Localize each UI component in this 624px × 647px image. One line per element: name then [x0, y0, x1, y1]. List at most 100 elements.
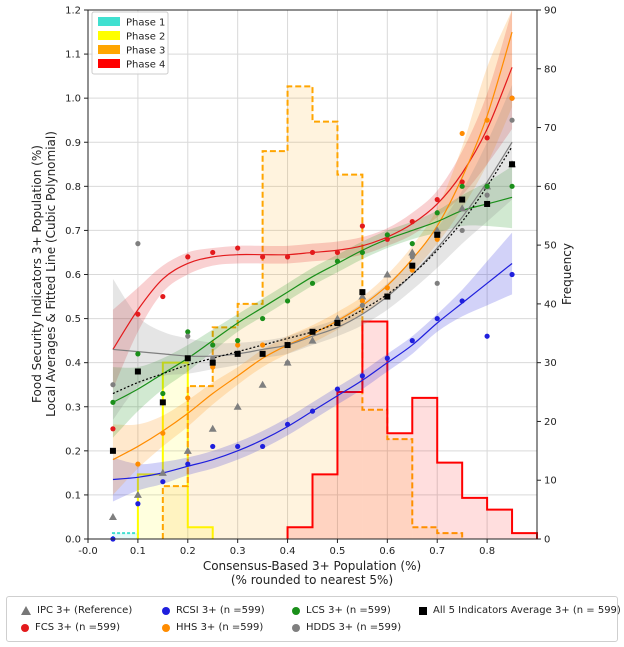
y-tick-label: 0.8: [65, 182, 81, 193]
data-point: [484, 183, 490, 189]
data-point: [260, 315, 266, 322]
legend-item-hdds: HDDS 3+ (n =599): [292, 622, 401, 633]
histogram-bar: [412, 527, 438, 539]
y2-tick-label: 60: [544, 182, 557, 193]
data-point: [384, 232, 390, 238]
y-tick-label: 1.2: [65, 6, 81, 17]
x-tick-label: 0.3: [230, 546, 246, 557]
data-point: [409, 338, 415, 344]
data-point: [284, 360, 291, 366]
data-point-triangle: [358, 292, 367, 300]
data-point-triangle: [158, 468, 167, 476]
data-point: [284, 254, 291, 260]
confidence-band: [112, 84, 513, 420]
data-point: [284, 421, 291, 427]
y2-tick-label: 70: [544, 123, 557, 134]
data-point: [359, 373, 365, 379]
phase2-swatch: [98, 31, 120, 40]
histogram-bar: [112, 533, 138, 539]
square-marker-icon: [419, 606, 427, 615]
y-tick-label: 0.1: [65, 490, 81, 501]
data-point: [160, 293, 166, 300]
fit-line: [112, 196, 513, 403]
legend-item-rcsi: RCSI 3+ (n =599): [162, 605, 265, 616]
histogram-bar: [462, 497, 488, 539]
phase1-label: Phase 1: [126, 18, 165, 29]
data-point-square: [134, 368, 141, 375]
data-point-square: [234, 350, 241, 357]
legend-label-hhs: HHS 3+ (n =599): [176, 622, 264, 633]
y-tick-label: 1.1: [65, 50, 81, 61]
x-tick-label: 0.8: [479, 546, 495, 557]
phase3-swatch: [98, 45, 120, 54]
data-point: [185, 461, 191, 467]
data-point: [135, 461, 141, 467]
data-point: [409, 241, 415, 247]
histogram-bar: [362, 409, 388, 539]
histogram-bar: [237, 303, 263, 539]
fit-line: [112, 141, 513, 357]
x-tick-label: 0.7: [429, 546, 445, 557]
x-axis-label: Consensus-Based 3+ Population (%): [203, 559, 421, 573]
histogram-bar: [337, 392, 363, 539]
y-tick-label: 0.9: [65, 138, 81, 149]
data-point: [359, 223, 365, 229]
x-tick-label: 0.2: [180, 546, 196, 557]
data-point-square: [159, 399, 166, 406]
data-point-square: [109, 447, 116, 454]
y2-tick-label: 30: [544, 358, 557, 369]
histogram-bar: [187, 527, 213, 539]
data-point: [110, 382, 116, 388]
circle-marker-icon: [162, 606, 170, 615]
data-point: [185, 254, 191, 260]
data-point-square: [209, 359, 216, 366]
x-tick-label: 0.4: [280, 546, 296, 557]
triangle-marker-icon: [21, 606, 31, 615]
data-point-square: [284, 342, 291, 349]
data-point: [409, 219, 415, 225]
data-point-triangle: [108, 512, 117, 520]
data-point: [434, 315, 440, 322]
data-point-square: [334, 319, 341, 326]
data-point: [185, 329, 191, 335]
data-point: [110, 426, 116, 432]
histogram-bar: [312, 474, 338, 539]
data-point: [210, 355, 216, 361]
legend-item-lcs: LCS 3+ (n =599): [292, 605, 391, 616]
y-tick-label: 0.6: [65, 270, 81, 281]
histogram-outline: [286, 320, 538, 539]
data-point-triangle: [408, 248, 417, 256]
y-axis-label-line2: Local Averages & Fitted Line (Cubic Poly…: [44, 131, 58, 417]
y-tick-label: 0.7: [65, 226, 81, 237]
data-point: [334, 386, 341, 392]
y2-tick-label: 10: [544, 476, 557, 487]
histogram-bar: [362, 321, 388, 539]
data-point: [434, 210, 440, 216]
data-point: [110, 399, 116, 405]
data-point-square: [384, 293, 391, 300]
data-point: [459, 298, 465, 304]
histogram-bar: [162, 486, 188, 539]
data-point-triangle: [208, 424, 217, 432]
y-axis-label: Food Security Indicators 3+ Population (…: [30, 145, 44, 403]
data-point: [459, 183, 465, 189]
y-tick-label: 0.5: [65, 314, 81, 325]
data-point: [210, 364, 216, 370]
legend-label-ipc: IPC 3+ (Reference): [37, 605, 133, 616]
data-point-triangle: [183, 446, 192, 454]
data-point-square: [184, 355, 191, 362]
histogram-bar: [137, 474, 163, 539]
phase-legend: Phase 1 Phase 2 Phase 3 Phase 4: [91, 11, 169, 75]
data-point-triangle: [258, 380, 267, 388]
data-point-square: [309, 328, 316, 335]
data-point: [160, 430, 166, 436]
phase4-swatch: [98, 59, 120, 68]
histogram-bar: [212, 327, 238, 539]
data-point: [135, 501, 141, 507]
data-point-square: [434, 231, 441, 238]
legend-label-rcsi: RCSI 3+ (n =599): [176, 605, 265, 616]
circle-marker-icon: [162, 623, 170, 632]
data-point: [284, 298, 291, 304]
data-point: [484, 117, 490, 123]
y2-tick-label: 0: [544, 535, 550, 546]
